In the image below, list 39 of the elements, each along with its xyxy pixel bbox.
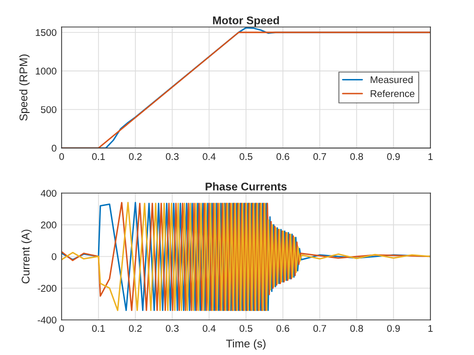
x-axis-title: Time (s)	[226, 339, 266, 350]
x-tick-label: 0.5	[240, 153, 252, 160]
x-tick-label: 0.3	[166, 324, 179, 332]
x-tick-label: 0	[59, 153, 64, 160]
x-tick-label: 0.1	[92, 153, 105, 160]
x-tick-label: 0.7	[313, 324, 326, 332]
x-tick-label: 0.2	[128, 324, 142, 332]
x-tick-label: 0.9	[387, 324, 400, 332]
y-tick-label: 0	[52, 144, 56, 152]
x-tick-label: 0.5	[240, 324, 252, 332]
y-tick-label: 1000	[36, 68, 56, 75]
y-axis-title: Speed (RPM)	[19, 54, 30, 121]
y-tick-label: 0	[52, 253, 56, 260]
x-tick-label: 0.7	[313, 153, 326, 160]
x-tick-label: 0.4	[202, 324, 216, 332]
x-tick-label: 1	[428, 153, 433, 160]
legend-label: Measured	[370, 76, 413, 84]
y-tick-label: 400	[40, 190, 56, 197]
y-axis-title: Current (A)	[21, 230, 32, 284]
x-tick-label: 0.1	[92, 324, 105, 332]
x-tick-label: 0.8	[350, 153, 363, 160]
y-tick-label: -200	[38, 284, 56, 292]
y-tick-label: -400	[38, 316, 56, 324]
line-series	[62, 202, 430, 312]
x-tick-label: 0.8	[350, 324, 363, 332]
y-tick-label: 1500	[36, 29, 56, 36]
x-tick-label: 0	[59, 324, 64, 332]
x-tick-label: 0.4	[202, 153, 216, 160]
y-tick-label: 200	[41, 222, 56, 228]
y-tick-label: 500	[40, 106, 56, 114]
x-tick-label: 0.3	[166, 153, 179, 160]
x-tick-label: 0.2	[128, 153, 142, 160]
x-tick-label: 0.6	[276, 153, 290, 160]
legend-label: Reference	[370, 90, 414, 98]
x-tick-label: 1	[428, 325, 433, 332]
chart-title: Phase Currents	[206, 182, 287, 190]
x-tick-label: 0.9	[387, 153, 400, 160]
x-tick-label: 0.6	[276, 324, 290, 332]
chart-title: Motor Speed	[213, 16, 279, 27]
